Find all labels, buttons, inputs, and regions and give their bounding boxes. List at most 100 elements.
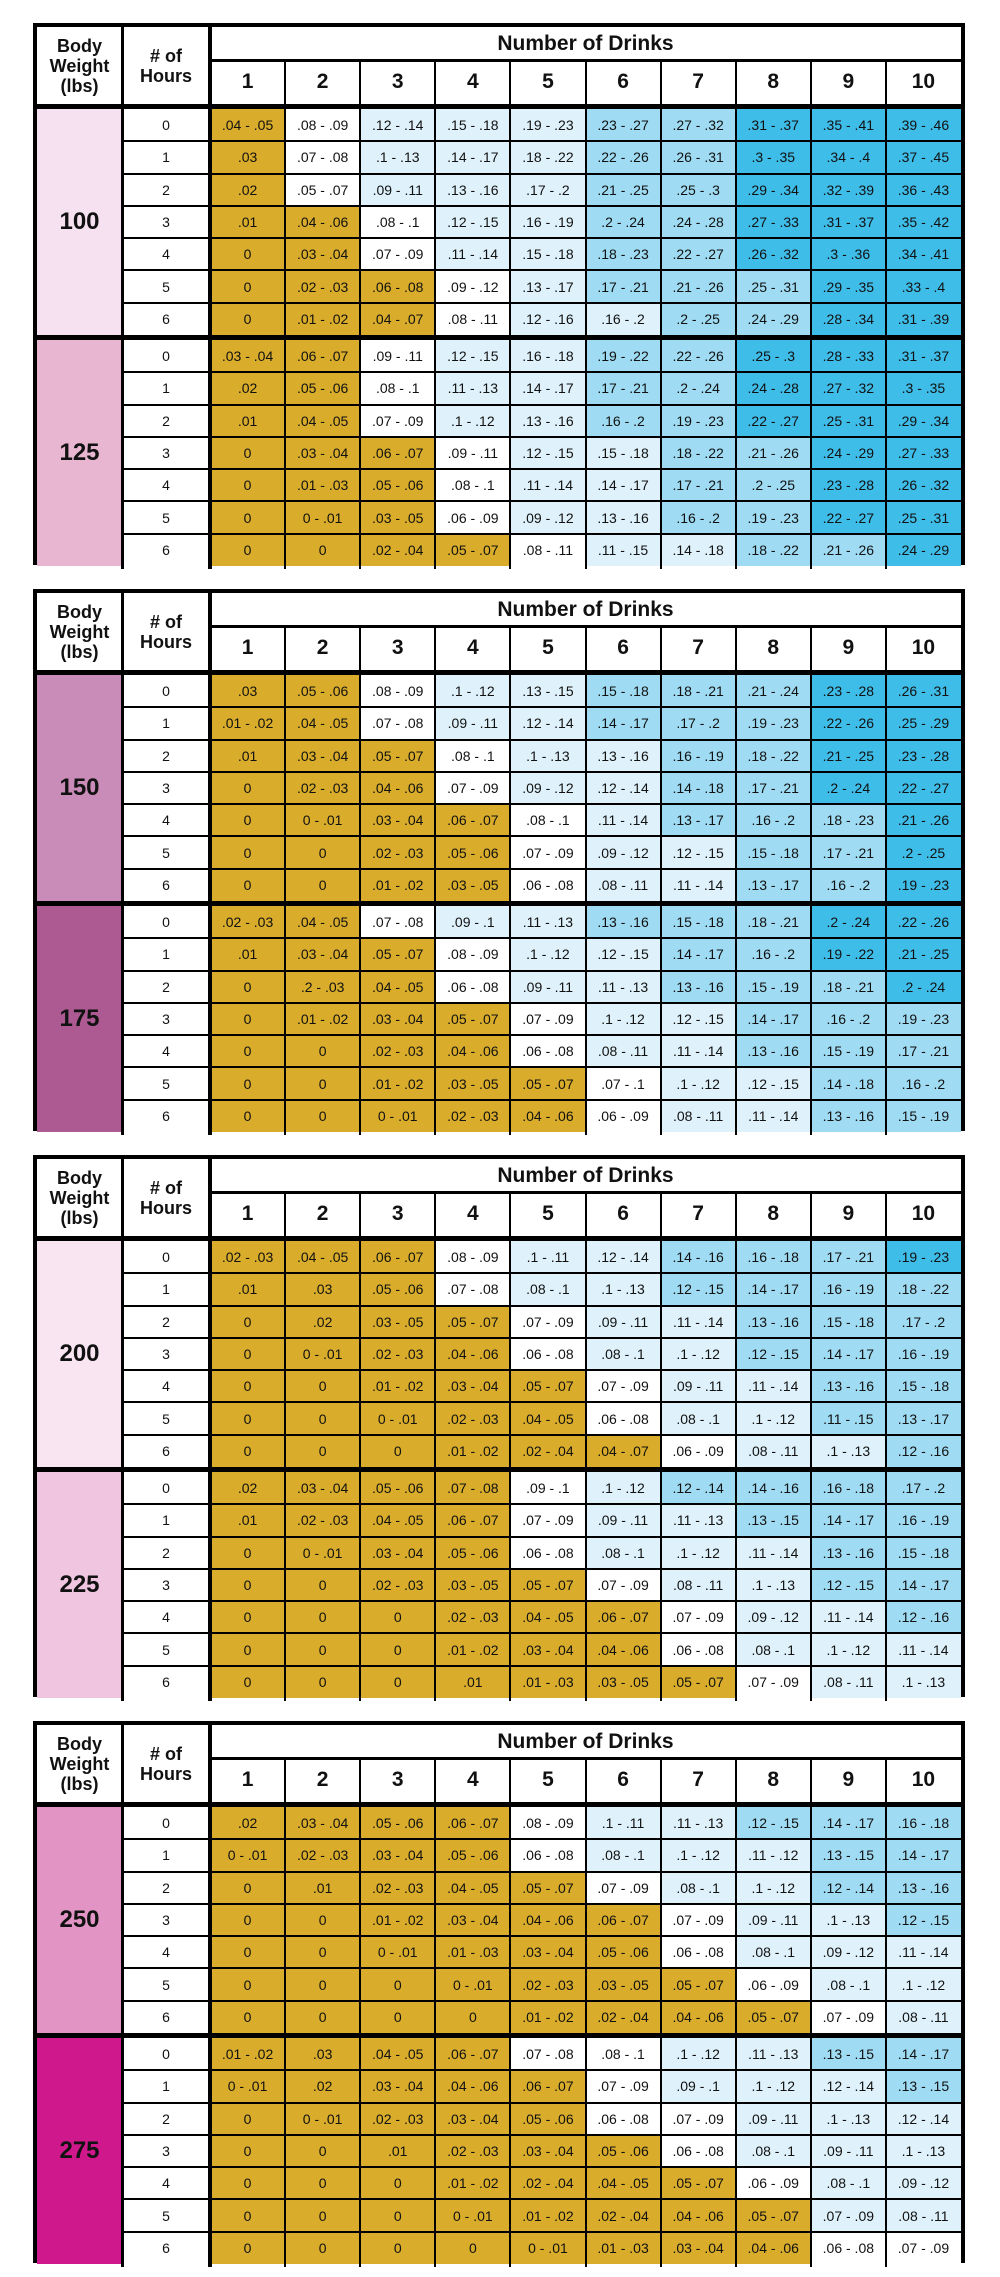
bac-range-cell: .07 - .09 bbox=[585, 1871, 661, 1904]
bac-range-cell: .16 - .2 bbox=[735, 938, 811, 971]
hours-value: 4 bbox=[122, 1936, 210, 1969]
bac-range-cell: .08 - .11 bbox=[810, 1665, 886, 1698]
bac-range-cell: .1 - .12 bbox=[660, 1839, 736, 1872]
bac-range-cell: .16 - .2 bbox=[735, 804, 811, 837]
bac-range-cell: .03 - .04 bbox=[285, 436, 361, 470]
bac-range-cell: .13 - .16 bbox=[585, 501, 661, 534]
bac-range-cell: .12 - .15 bbox=[435, 340, 511, 373]
column-line bbox=[659, 626, 662, 1135]
bac-range-cell: .15 - .18 bbox=[810, 1305, 886, 1338]
bac-range-cell: .05 - .06 bbox=[285, 675, 361, 708]
bac-range-cell: .13 - .17 bbox=[735, 868, 811, 901]
bac-range-cell: .1 - .12 bbox=[735, 1402, 811, 1435]
bac-range-cell: .15 - .18 bbox=[660, 906, 736, 939]
hours-value: 1 bbox=[122, 938, 210, 971]
bac-range-cell: .01 bbox=[360, 2134, 436, 2168]
bac-range-cell: .29 - .35 bbox=[810, 270, 886, 303]
row-line bbox=[122, 1369, 961, 1372]
bac-range-cell: .09 - .11 bbox=[810, 2134, 886, 2168]
bac-range-cell: .2 - .24 bbox=[810, 906, 886, 939]
bac-range-cell: .02 - .04 bbox=[585, 2199, 661, 2232]
hours-value: 5 bbox=[122, 1067, 210, 1100]
bac-range-cell: .03 - .04 bbox=[360, 1002, 436, 1036]
bac-range-cell: .04 - .07 bbox=[360, 302, 436, 335]
bac-range-cell: .03 - .04 bbox=[285, 1807, 361, 1840]
bac-range-cell: 0 bbox=[360, 2231, 436, 2264]
bac-range-cell: .06 - .08 bbox=[660, 1633, 736, 1666]
bac-range-cell: .06 - .08 bbox=[585, 2102, 661, 2135]
bac-range-cell: .05 - .06 bbox=[360, 469, 436, 502]
bac-range-cell: .04 - .05 bbox=[360, 2038, 436, 2071]
row-line bbox=[122, 403, 961, 406]
bac-range-cell: .01 - .02 bbox=[435, 2167, 511, 2200]
bac-range-cell: .05 - .07 bbox=[360, 739, 436, 772]
column-line bbox=[734, 626, 737, 1135]
bac-range-cell: .35 - .42 bbox=[885, 205, 961, 239]
bac-range-cell: .12 - .16 bbox=[510, 302, 586, 335]
body-weight-value: 100 bbox=[37, 109, 122, 335]
hours-header-line: # of bbox=[149, 45, 182, 66]
bac-range-cell: .1 - .12 bbox=[585, 1472, 661, 1505]
drink-count-label: 5 bbox=[542, 1202, 554, 1225]
hours-value: 4 bbox=[122, 469, 210, 502]
bac-range-cell: .08 - .1 bbox=[735, 2134, 811, 2168]
bac-range-cell: 0 bbox=[210, 1402, 286, 1435]
bac-range-cell: .14 - .16 bbox=[735, 1472, 811, 1505]
bac-range-cell: .02 - .04 bbox=[510, 2167, 586, 2200]
bac-range-cell: .14 - .17 bbox=[810, 1337, 886, 1371]
bac-range-cell: .13 - .16 bbox=[810, 1536, 886, 1569]
bac-range-cell: .05 - .07 bbox=[285, 173, 361, 206]
bac-range-cell: .02 bbox=[210, 1807, 286, 1840]
bac-range-cell: .03 - .05 bbox=[360, 501, 436, 534]
bac-range-cell: .27 - .32 bbox=[660, 109, 736, 142]
row-line bbox=[122, 937, 961, 940]
bac-range-cell: 0 bbox=[210, 970, 286, 1003]
bac-range-cell: .35 - .41 bbox=[810, 109, 886, 142]
column-line bbox=[359, 626, 362, 1135]
column-line bbox=[734, 1192, 737, 1701]
bac-range-cell: .07 - .09 bbox=[660, 1601, 736, 1634]
bac-range-cell: .17 - .2 bbox=[510, 173, 586, 206]
bac-range-cell: .17 - .2 bbox=[660, 707, 736, 740]
bac-range-cell: 0 bbox=[285, 1568, 361, 1602]
bac-range-cell: .01 bbox=[210, 1504, 286, 1537]
bac-range-cell: .06 - .08 bbox=[510, 1035, 586, 1068]
group-separator bbox=[37, 1236, 961, 1241]
bac-range-cell: .02 bbox=[285, 2070, 361, 2103]
bac-range-cell: .13 - .16 bbox=[660, 970, 736, 1003]
bac-range-cell: .09 - .11 bbox=[735, 1903, 811, 1937]
bac-range-cell: .2 - .03 bbox=[285, 970, 361, 1003]
drink-count-label: 1 bbox=[241, 1202, 254, 1225]
bac-range-cell: 0 bbox=[210, 1601, 286, 1634]
hours-header-line: Hours bbox=[139, 1197, 192, 1218]
bac-range-cell: .1 - .13 bbox=[810, 2102, 886, 2135]
bac-range-cell: .04 - .06 bbox=[360, 771, 436, 805]
row-line bbox=[122, 1999, 961, 2002]
column-line bbox=[809, 626, 812, 1135]
bac-range-cell: .29 - .34 bbox=[885, 404, 961, 437]
bac-range-cell: .01 - .02 bbox=[435, 1434, 511, 1467]
bac-range-cell: .31 - .37 bbox=[810, 205, 886, 239]
bac-range-cell: .14 - .17 bbox=[435, 141, 511, 174]
bac-range-cell: .16 - .18 bbox=[510, 340, 586, 373]
bac-range-cell: .12 - .15 bbox=[735, 1067, 811, 1100]
column-line bbox=[509, 60, 512, 569]
bac-range-cell: .07 - .09 bbox=[585, 1568, 661, 1602]
bac-range-cell: .12 - .15 bbox=[510, 436, 586, 470]
hours-header: # of Hours bbox=[122, 593, 210, 670]
bac-range-cell: .09 - .12 bbox=[585, 836, 661, 869]
bac-range-cell: .01 - .02 bbox=[510, 2199, 586, 2232]
drink-count-label: 8 bbox=[767, 1202, 780, 1225]
bac-range-cell: .22 - .27 bbox=[735, 404, 811, 437]
column-line bbox=[584, 1758, 587, 2267]
bac-range-cell: .02 - .03 bbox=[210, 906, 286, 939]
bac-range-cell: .06 - .08 bbox=[360, 270, 436, 303]
bac-range-cell: .03 bbox=[285, 2038, 361, 2071]
bac-range-cell: 0 bbox=[285, 2231, 361, 2264]
bac-range-cell: 0 bbox=[210, 2134, 286, 2168]
bac-range-cell: .06 - .08 bbox=[585, 1402, 661, 1435]
bac-range-cell: .04 - .05 bbox=[360, 1504, 436, 1537]
bac-range-cell: .17 - .21 bbox=[735, 771, 811, 805]
bac-range-cell: .04 - .06 bbox=[435, 1035, 511, 1068]
bac-range-cell: .03 - .04 bbox=[360, 1839, 436, 1872]
